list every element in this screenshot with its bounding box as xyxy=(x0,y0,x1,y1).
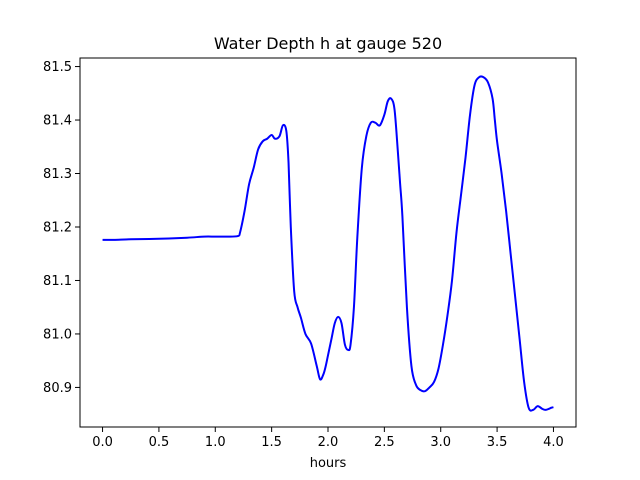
x-tick-label: 0.5 xyxy=(149,435,170,450)
x-tick-label: 4.0 xyxy=(543,435,564,450)
x-tick-label: 2.0 xyxy=(318,435,339,450)
y-tick-label: 81.5 xyxy=(43,60,72,75)
plot-area xyxy=(102,75,554,412)
y-tick-label: 81.1 xyxy=(43,274,72,289)
x-axis: 0.0 0.5 1.0 1.5 2.0 2.5 3.0 3.5 4.0 xyxy=(92,427,564,450)
chart-title: Water Depth h at gauge 520 xyxy=(214,34,442,53)
y-tick-label: 81.3 xyxy=(43,167,72,182)
x-tick-label: 2.5 xyxy=(374,435,395,450)
y-axis: 80.9 81.0 81.1 81.2 81.3 81.4 81.5 xyxy=(43,60,80,396)
x-tick-label: 1.0 xyxy=(205,435,226,450)
y-tick-label: 81.2 xyxy=(43,220,72,235)
x-axis-label: hours xyxy=(310,456,347,471)
x-tick-label: 1.5 xyxy=(261,435,282,450)
plot-frame xyxy=(79,57,577,428)
x-tick-label: 3.5 xyxy=(487,435,508,450)
y-tick-label: 81.4 xyxy=(43,114,72,129)
x-tick-label: 3.0 xyxy=(430,435,451,450)
x-tick-label: 0.0 xyxy=(92,435,113,450)
y-tick-label: 80.9 xyxy=(43,381,72,396)
y-tick-label: 81.0 xyxy=(43,327,72,342)
series-line-0 xyxy=(102,75,554,412)
